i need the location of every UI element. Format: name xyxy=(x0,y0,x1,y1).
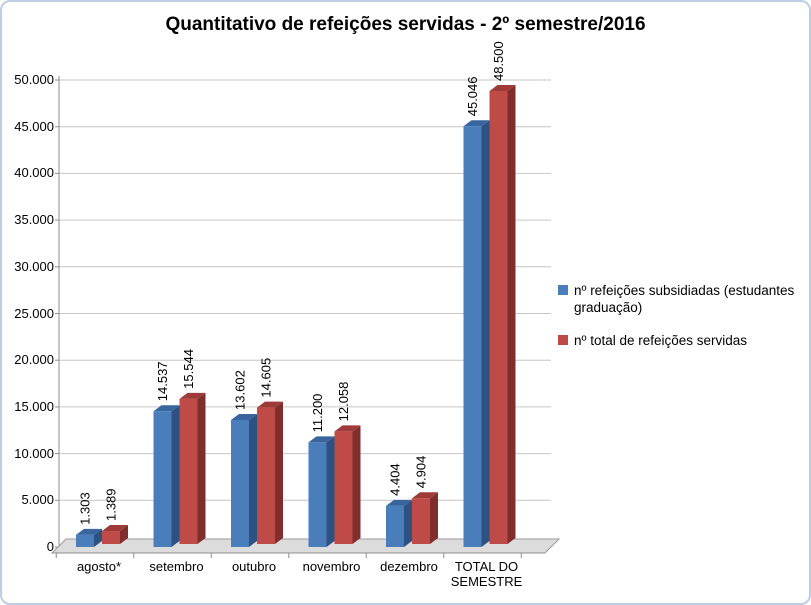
y-tick-label: 45.000 xyxy=(14,118,54,134)
value-label: 4.404 xyxy=(388,463,403,496)
bar-front-face xyxy=(489,91,508,544)
bar-side-face xyxy=(430,492,438,544)
bar-front-face xyxy=(308,442,327,547)
bar-top-face xyxy=(179,392,206,399)
bar xyxy=(334,425,361,544)
bar xyxy=(76,528,102,547)
y-tick-label: 15.000 xyxy=(14,398,54,414)
bar-side-face xyxy=(507,85,516,544)
bar-front-face xyxy=(412,498,430,544)
y-tick-label: 0 xyxy=(46,539,54,554)
bar xyxy=(153,405,180,547)
bar xyxy=(257,401,283,544)
category-label: outubro xyxy=(231,559,277,574)
category-label: agosto* xyxy=(76,559,122,574)
bar-front-face xyxy=(76,534,94,547)
bar-side-face xyxy=(352,425,361,544)
bar-top-face xyxy=(308,436,335,443)
bar-top-face xyxy=(386,499,412,506)
y-tick-label: 50.000 xyxy=(14,72,54,87)
bar xyxy=(463,120,490,548)
legend-label: nº total de refeições servidas xyxy=(574,333,748,348)
bar xyxy=(489,85,516,544)
bar-side-face xyxy=(197,392,206,544)
bar-side-face xyxy=(481,120,490,548)
legend-item: nº refeições subsidiadas (estudantes gra… xyxy=(558,282,808,316)
bar xyxy=(179,392,206,544)
y-tick-label: 40.000 xyxy=(14,165,54,181)
y-tick-label: 30.000 xyxy=(14,258,54,274)
bar-front-face xyxy=(257,407,275,544)
value-label: 15.544 xyxy=(181,349,196,389)
bar-front-face xyxy=(179,398,198,544)
bar-top-face xyxy=(489,85,516,92)
value-label: 14.605 xyxy=(259,358,274,398)
bar-side-face xyxy=(404,499,412,547)
value-label: 14.537 xyxy=(155,361,170,401)
bar-top-face xyxy=(257,401,283,408)
bar-front-face xyxy=(153,411,172,547)
bar xyxy=(386,499,412,547)
value-label: 1.303 xyxy=(78,492,93,525)
value-label: 1.389 xyxy=(104,488,119,521)
bar-top-face xyxy=(412,492,438,499)
bar-side-face xyxy=(326,436,335,547)
bar-front-face xyxy=(386,505,404,547)
bar-top-face xyxy=(76,528,102,535)
bar-front-face xyxy=(231,419,249,547)
bar-top-face xyxy=(153,405,180,412)
value-label: 48.500 xyxy=(491,41,506,81)
bar-top-face xyxy=(334,425,361,432)
legend-item: nº total de refeições servidas xyxy=(558,332,808,349)
legend-label: nº refeições subsidiadas (estudantes gra… xyxy=(574,283,795,315)
bar-top-face xyxy=(463,120,490,127)
bar-side-face xyxy=(94,528,102,547)
category-label: TOTAL DO SEMESTRE xyxy=(450,559,523,589)
bar-top-face xyxy=(231,413,257,420)
bar-side-face xyxy=(171,405,180,547)
bar-side-face xyxy=(275,401,283,544)
bar-top-face xyxy=(102,525,128,532)
value-label: 4.904 xyxy=(414,456,429,489)
legend: nº refeições subsidiadas (estudantes gra… xyxy=(558,282,808,365)
legend-swatch xyxy=(558,285,568,295)
y-tick-label: 10.000 xyxy=(14,445,54,461)
category-label: setembro xyxy=(149,559,204,574)
bar xyxy=(102,525,128,544)
bar xyxy=(231,413,257,547)
bar xyxy=(308,436,335,547)
y-tick-label: 20.000 xyxy=(14,352,54,368)
y-tick-label: 35.000 xyxy=(14,212,54,228)
value-label: 13.602 xyxy=(233,370,248,410)
category-label: dezembro xyxy=(380,559,438,574)
legend-swatch xyxy=(558,335,568,345)
y-tick-label: 5.000 xyxy=(21,492,54,508)
bar-front-face xyxy=(334,431,353,544)
bar xyxy=(412,492,438,544)
bar-side-face xyxy=(249,413,257,547)
value-label: 11.200 xyxy=(310,394,325,433)
bar-side-face xyxy=(120,525,128,544)
value-label: 12.058 xyxy=(336,382,351,422)
bar-front-face xyxy=(102,531,120,544)
value-label: 45.046 xyxy=(465,77,480,117)
y-tick-label: 25.000 xyxy=(14,305,54,321)
bar-front-face xyxy=(463,126,482,548)
chart-title: Quantitativo de refeições servidas - 2º … xyxy=(165,14,646,35)
category-label: novembro xyxy=(302,559,361,574)
